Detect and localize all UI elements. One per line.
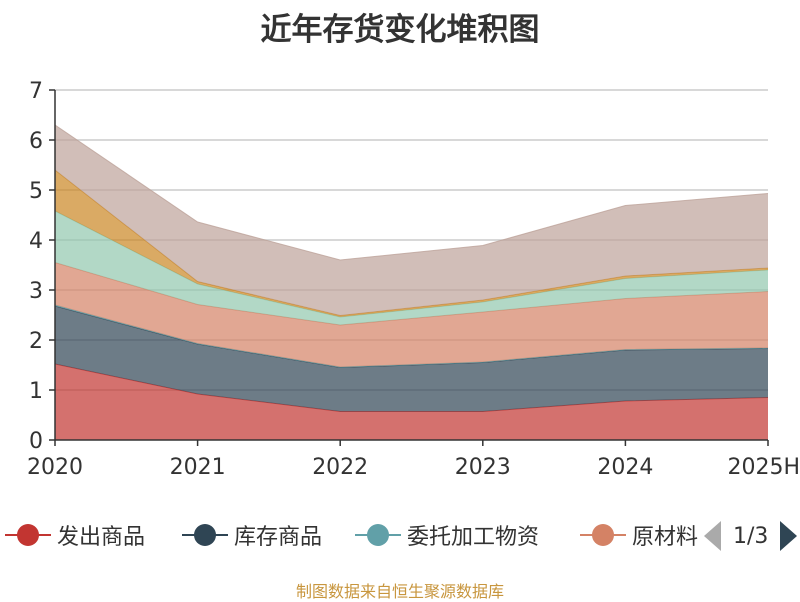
y-tick-label: 0 xyxy=(29,429,43,454)
x-tick-label: 2022 xyxy=(312,455,368,480)
prev-page-icon[interactable] xyxy=(704,521,721,551)
chart-title: 近年存货变化堆积图 xyxy=(260,12,540,48)
legend-pager: 1/3 xyxy=(700,518,800,554)
data-source-footer: 制图数据来自恒生聚源数据库 xyxy=(295,582,504,601)
legend-label: 原材料 xyxy=(632,525,699,550)
legend-marker-icon xyxy=(5,520,51,550)
legend-item[interactable]: 原材料 xyxy=(580,515,698,555)
legend-marker-icon xyxy=(580,520,626,550)
axes: 0 1 2 3 4 5 6 7 2020 2021 2022 2023 2024 2025H xyxy=(27,79,800,480)
y-tick-label: 7 xyxy=(29,79,43,104)
legend-item[interactable]: 库存商品 xyxy=(182,515,322,555)
y-tick-label: 5 xyxy=(29,179,43,204)
x-tick-label: 2023 xyxy=(455,455,511,480)
series-line-7 xyxy=(54,124,769,261)
legend: 发出商品 库存商品 委托加工物资 原材料 xyxy=(0,515,700,555)
y-tick-label: 4 xyxy=(29,229,43,254)
legend-label: 库存商品 xyxy=(234,525,323,550)
y-tick-label: 3 xyxy=(29,279,43,304)
stacked-areas xyxy=(54,124,769,440)
x-tick-label: 2024 xyxy=(597,455,653,480)
area-series-5 xyxy=(55,211,768,325)
legend-item[interactable]: 委托加工物资 xyxy=(355,515,539,555)
legend-marker-icon xyxy=(355,520,401,550)
area-series-1 xyxy=(55,364,768,440)
legend-label: 委托加工物资 xyxy=(407,525,540,550)
legend-item[interactable]: 发出商品 xyxy=(5,515,145,555)
y-tick-label: 2 xyxy=(29,329,43,354)
x-tick-label: 2025H xyxy=(727,455,800,480)
x-tick-label: 2020 xyxy=(27,455,83,480)
x-tick-label: 2021 xyxy=(170,455,226,480)
next-page-icon[interactable] xyxy=(780,521,798,551)
area-series-4 xyxy=(55,262,768,367)
y-tick-label: 6 xyxy=(29,129,43,154)
legend-marker-icon xyxy=(182,520,228,550)
area-series-7 xyxy=(55,125,768,316)
area-series-2 xyxy=(55,306,768,412)
legend-label: 发出商品 xyxy=(57,525,146,550)
y-tick-label: 1 xyxy=(29,379,43,404)
pager-text: 1/3 xyxy=(733,523,769,549)
